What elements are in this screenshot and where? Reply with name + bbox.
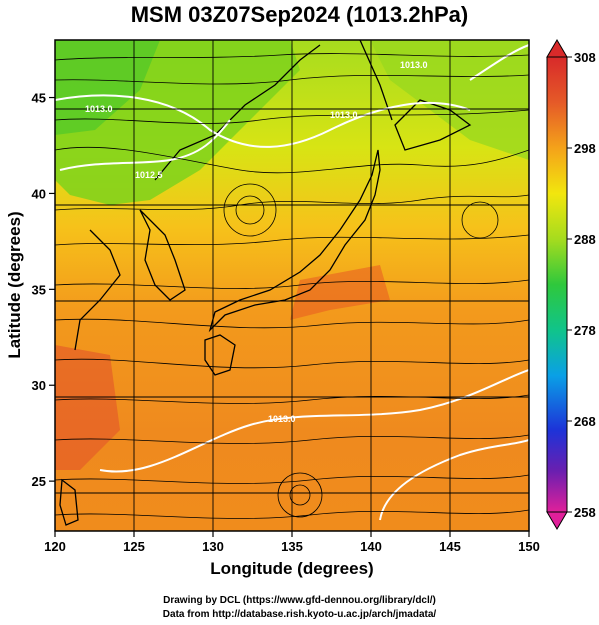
y-tick-label: 40	[32, 186, 46, 201]
colorbar-tick-label: 288	[574, 232, 596, 247]
map-field: 1013.0 1013.0 1013.0 1012.5 1013.0	[55, 40, 529, 531]
x-tick-label: 140	[360, 539, 382, 554]
colorbar-min-arrow	[546, 511, 568, 530]
x-axis-ticks: 120 125 130 135 140 145 150	[44, 531, 540, 554]
isobar-south	[99, 369, 529, 473]
isobar-continental	[59, 119, 231, 171]
coast-hokkaido	[394, 99, 472, 151]
graticule	[55, 40, 529, 531]
streamline	[55, 234, 529, 246]
streamline	[55, 474, 529, 484]
coast-china	[74, 229, 121, 351]
credit-drawing: Drawing by DCL (https://www.gfd-dennou.o…	[163, 595, 436, 606]
colorbar-bar	[546, 56, 568, 513]
streamlines	[55, 53, 529, 519]
y-tick-label: 30	[32, 378, 46, 393]
warm-patch-west	[55, 345, 120, 470]
tropical-eddy	[277, 472, 323, 518]
coast-kyushu	[204, 334, 236, 376]
y-axis-label: Latitude (degrees)	[5, 211, 24, 358]
streamline	[55, 53, 529, 61]
colorbar-tick-label: 258	[574, 505, 596, 520]
contour-label: 1013.0	[85, 104, 113, 114]
credit-data: Data from http://database.rish.kyoto-u.a…	[162, 609, 437, 620]
streamline	[55, 146, 529, 174]
colorbar: 308 298 288 278 268 258	[546, 39, 596, 530]
cyclonic-eddy	[235, 195, 265, 225]
cyclonic-eddy	[223, 183, 277, 237]
y-axis-ticks: 25 30 35 40 45	[32, 91, 55, 489]
y-tick-label: 45	[32, 91, 46, 106]
coast-korea	[139, 209, 186, 301]
coast-taiwan	[59, 478, 79, 526]
isobars	[55, 44, 529, 521]
x-tick-label: 120	[44, 539, 66, 554]
anticyclonic-eddy	[461, 201, 499, 239]
x-tick-label: 150	[518, 539, 540, 554]
contour-label: 1013.0	[330, 110, 358, 120]
colorbar-tick-label: 278	[574, 323, 596, 338]
x-tick-label: 135	[281, 539, 303, 554]
x-tick-label: 145	[439, 539, 461, 554]
isobar-north	[55, 94, 471, 148]
streamline	[55, 279, 529, 289]
streamline	[55, 318, 529, 329]
map-title: MSM 03Z07Sep2024 (1013.2hPa)	[130, 2, 469, 27]
streamline	[55, 109, 529, 124]
streamline	[55, 434, 529, 444]
x-tick-label: 130	[202, 539, 224, 554]
colorbar-tick-label: 308	[574, 50, 596, 65]
northeast-cool-region	[370, 40, 529, 160]
colorbar-max-arrow	[546, 39, 568, 58]
streamline	[55, 394, 529, 404]
y-tick-label: 25	[32, 474, 46, 489]
contour-label: 1013.0	[268, 414, 296, 424]
coast-russia	[154, 44, 321, 181]
streamline	[55, 358, 529, 369]
isobar-northeast	[469, 44, 529, 81]
y-tick-label: 35	[32, 282, 46, 297]
tropical-eddy	[289, 484, 311, 506]
isobar-southeast	[379, 439, 529, 521]
colorbar-tick-label: 298	[574, 141, 596, 156]
streamline	[55, 194, 529, 211]
warm-patch	[290, 265, 390, 320]
colorbar-tick-label: 268	[574, 414, 596, 429]
streamline	[55, 74, 529, 85]
contour-label: 1012.5	[135, 170, 163, 180]
x-tick-label: 125	[123, 539, 145, 554]
x-axis-label: Longitude (degrees)	[210, 559, 373, 578]
contour-label: 1013.0	[400, 60, 428, 70]
